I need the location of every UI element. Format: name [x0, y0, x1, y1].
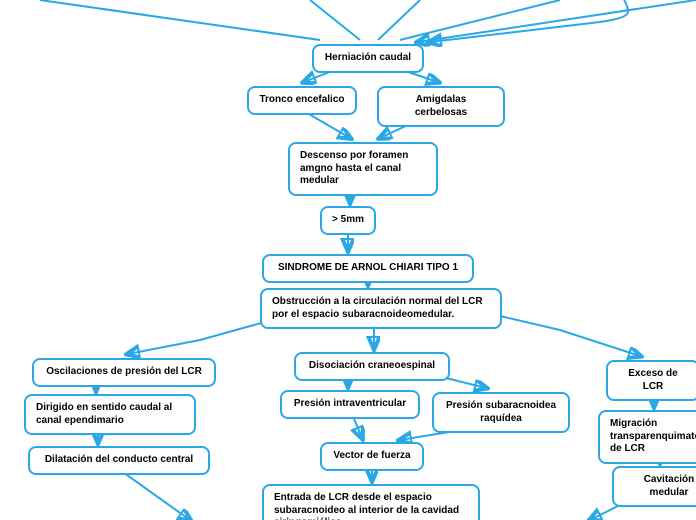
- node-n13: Presión intraventricular: [280, 390, 420, 419]
- node-n6: SINDROME DE ARNOL CHIARI TIPO 1: [262, 254, 474, 283]
- edge: [500, 316, 640, 356]
- edge: [40, 0, 320, 40]
- node-n15: Vector de fuerza: [320, 442, 424, 471]
- node-n1: Herniación caudal: [312, 44, 424, 73]
- node-n18: Cavitación medular: [612, 466, 696, 507]
- edge: [120, 470, 190, 520]
- node-n17: Migración transparenquimatosa de LCR: [598, 410, 696, 464]
- edge: [418, 0, 696, 42]
- edge: [400, 0, 560, 40]
- flowchart-canvas: { "diagram": { "type": "flowchart", "bac…: [0, 0, 696, 520]
- node-n3: Amigdalas cerbelosas: [377, 86, 505, 127]
- node-n16: Entrada de LCR desde el espacio subaracn…: [262, 484, 480, 520]
- edge: [378, 0, 420, 40]
- node-n7: Obstrucción a la circulación normal del …: [260, 288, 502, 329]
- edge: [128, 320, 272, 354]
- node-n8: Oscilaciones de presión del LCR: [32, 358, 216, 387]
- node-n2: Tronco encefalico: [247, 86, 357, 115]
- node-n9: Disociación craneoespinal: [294, 352, 450, 381]
- node-n12: Dilatación del conducto central: [28, 446, 210, 475]
- node-n5: > 5mm: [320, 206, 376, 235]
- node-n10: Exceso de LCR: [606, 360, 696, 401]
- edge: [430, 0, 628, 42]
- node-n14: Presión subaracnoidea raquídea: [432, 392, 570, 433]
- node-n4: Descenso por foramen amgno hasta el cana…: [288, 142, 438, 196]
- node-n11: Dirigido en sentido caudal al canal epen…: [24, 394, 196, 435]
- edge: [310, 0, 360, 40]
